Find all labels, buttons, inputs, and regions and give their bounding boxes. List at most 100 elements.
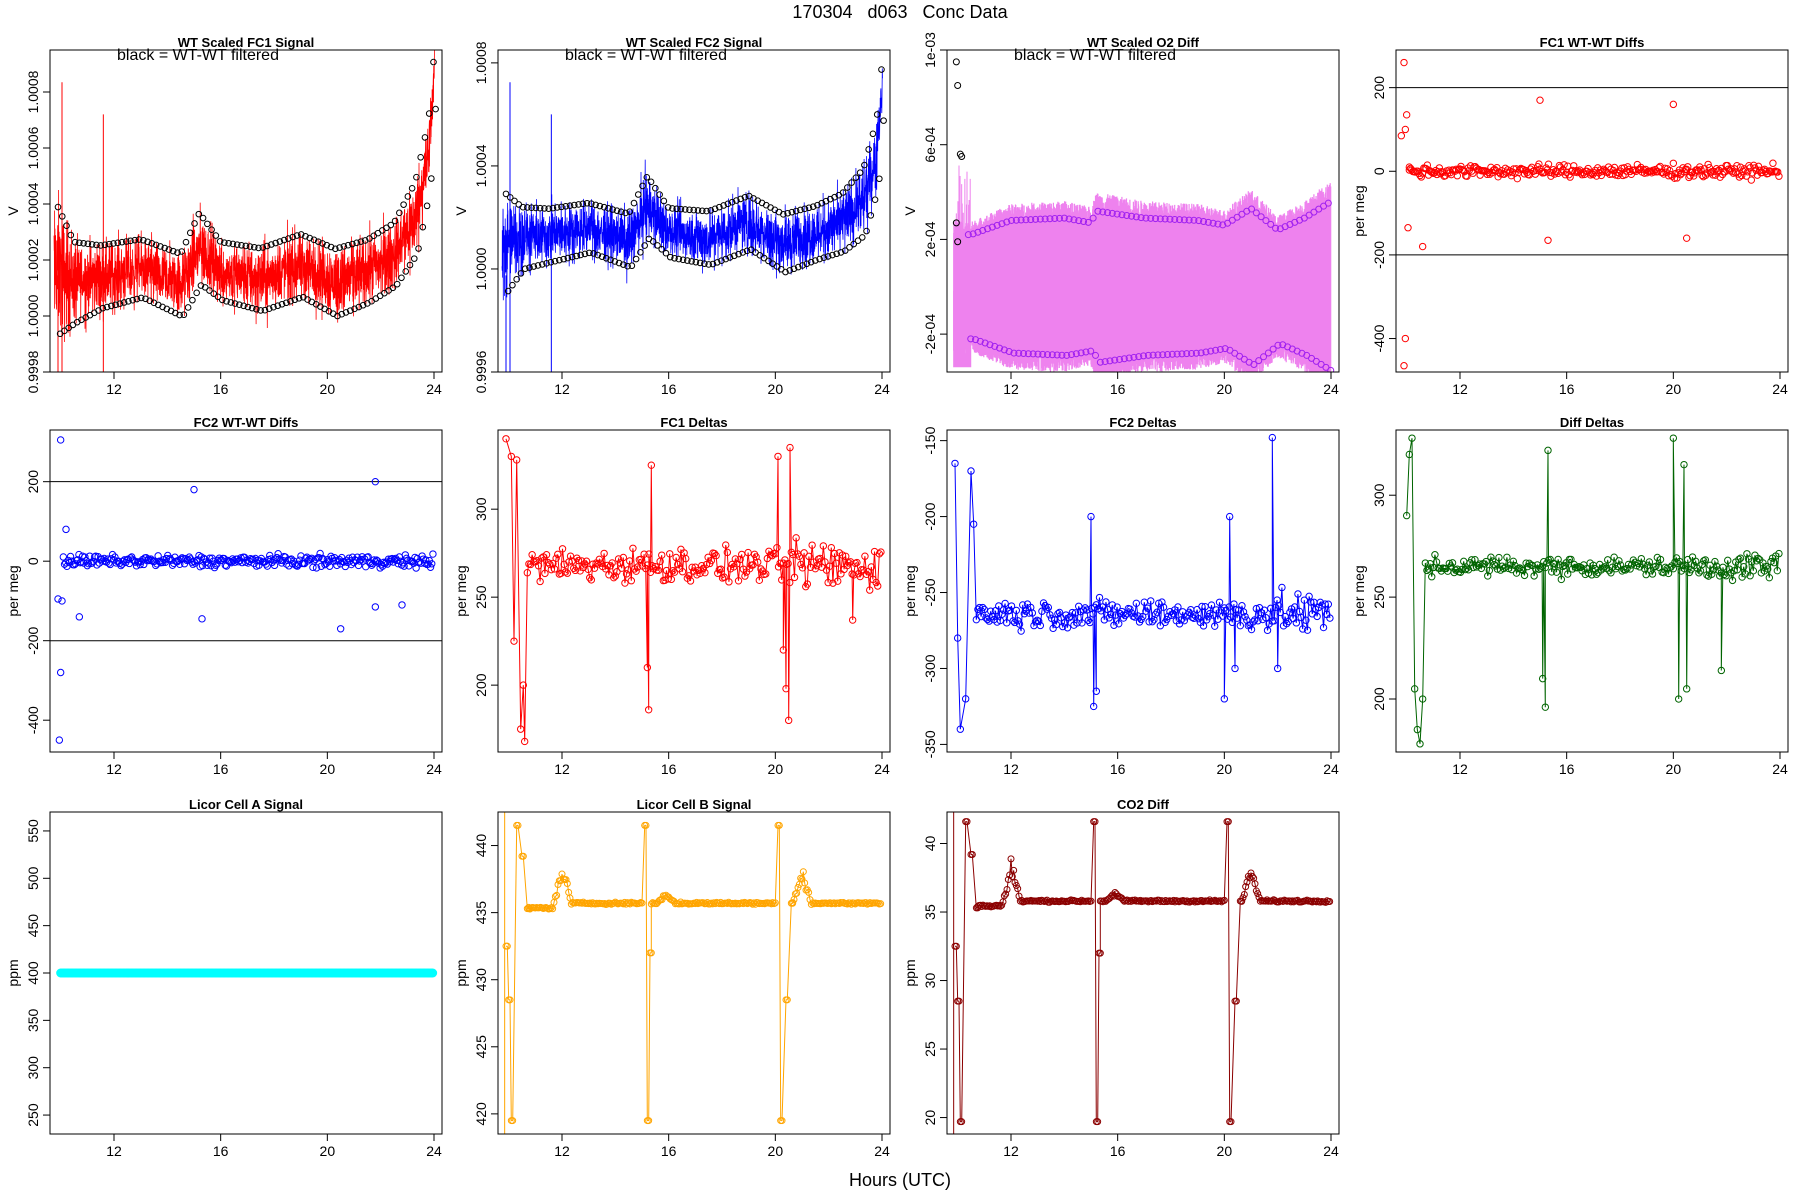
data-point <box>807 900 815 908</box>
data-point <box>1268 433 1277 442</box>
plot-area <box>502 435 885 746</box>
data-point <box>1273 664 1282 673</box>
data-point <box>408 184 416 192</box>
data-point <box>1143 897 1151 905</box>
data-point <box>1251 880 1259 888</box>
x-tick-label: 24 <box>874 381 890 397</box>
data-point <box>1084 616 1093 625</box>
data-point <box>986 341 994 349</box>
data-point <box>1144 351 1152 359</box>
data-point <box>1666 563 1674 572</box>
x-tick-label: 24 <box>426 1143 442 1159</box>
data-point <box>1680 460 1688 469</box>
data-point <box>1221 345 1229 353</box>
data-point <box>670 568 679 576</box>
data-point <box>1051 616 1059 624</box>
data-point <box>285 235 292 242</box>
data-point <box>1084 218 1092 226</box>
data-point <box>1645 558 1654 566</box>
data-point <box>54 595 62 603</box>
x-tick-label: 16 <box>1110 381 1126 397</box>
data-point <box>1748 558 1756 566</box>
data-point <box>253 305 260 313</box>
y-tick-label: 300 <box>25 1056 41 1080</box>
data-point <box>709 260 717 268</box>
data-point <box>669 205 676 212</box>
data-point <box>734 577 743 585</box>
data-point <box>805 888 813 896</box>
plot-frame <box>1395 49 1789 373</box>
data-point <box>582 557 591 565</box>
data-point <box>1268 897 1276 905</box>
data-point <box>974 228 982 236</box>
plot-frame <box>497 429 891 753</box>
data-point <box>534 262 542 269</box>
data-point <box>767 900 775 908</box>
data-point <box>1168 897 1176 905</box>
x-tick-label: 24 <box>1772 381 1788 397</box>
data-point <box>1241 612 1249 621</box>
data-point <box>67 231 75 239</box>
x-tick-label: 20 <box>1666 761 1682 777</box>
data-point <box>867 212 875 219</box>
data-point <box>161 244 168 252</box>
data-point <box>1019 601 1027 609</box>
data-point <box>1612 564 1620 573</box>
data-point <box>662 249 670 257</box>
data-point <box>562 876 570 884</box>
data-point <box>694 900 702 908</box>
data-point <box>506 194 514 201</box>
data-point <box>1451 167 1459 176</box>
y-tick-label: 0 <box>1371 167 1387 175</box>
data-point <box>1326 897 1334 905</box>
data-point <box>577 251 584 259</box>
data-point <box>1597 171 1606 180</box>
data-point <box>723 548 732 557</box>
data-point <box>246 243 254 250</box>
data-point <box>733 197 740 204</box>
data-point <box>394 559 402 568</box>
data-point <box>1228 618 1237 627</box>
data-point <box>1552 568 1561 576</box>
data-point <box>1107 610 1115 618</box>
data-point <box>574 556 583 565</box>
data-point <box>1413 725 1422 734</box>
data-point <box>1312 898 1320 906</box>
data-point <box>528 204 535 211</box>
data-point <box>784 209 791 217</box>
data-point <box>1159 351 1167 359</box>
data-point <box>118 238 126 246</box>
data-point <box>1204 897 1212 905</box>
data-point <box>611 572 620 580</box>
data-point <box>1254 890 1262 898</box>
data-point <box>1135 897 1143 905</box>
data-point <box>835 900 843 908</box>
data-point <box>506 996 514 1004</box>
data-point <box>1428 573 1436 581</box>
data-point <box>336 625 345 633</box>
data-point <box>1248 205 1256 213</box>
plot-frame <box>49 429 443 753</box>
data-point <box>137 294 145 302</box>
data-point <box>852 174 860 181</box>
data-point <box>1692 557 1700 566</box>
data-point <box>1402 511 1411 520</box>
data-point <box>800 549 808 557</box>
data-point <box>1102 598 1110 606</box>
data-point <box>1135 353 1143 361</box>
x-tick-label: 24 <box>1323 761 1339 777</box>
data-point <box>1007 602 1016 610</box>
data-point <box>551 257 559 265</box>
data-point <box>1774 168 1782 176</box>
data-point <box>635 899 643 907</box>
data-point <box>1072 350 1080 358</box>
data-point <box>869 130 877 138</box>
data-point <box>286 556 294 564</box>
data-point <box>658 551 666 559</box>
data-point <box>838 551 847 559</box>
data-point <box>1733 566 1742 574</box>
data-point <box>600 203 608 211</box>
data-point <box>432 105 439 113</box>
data-point <box>619 553 628 562</box>
